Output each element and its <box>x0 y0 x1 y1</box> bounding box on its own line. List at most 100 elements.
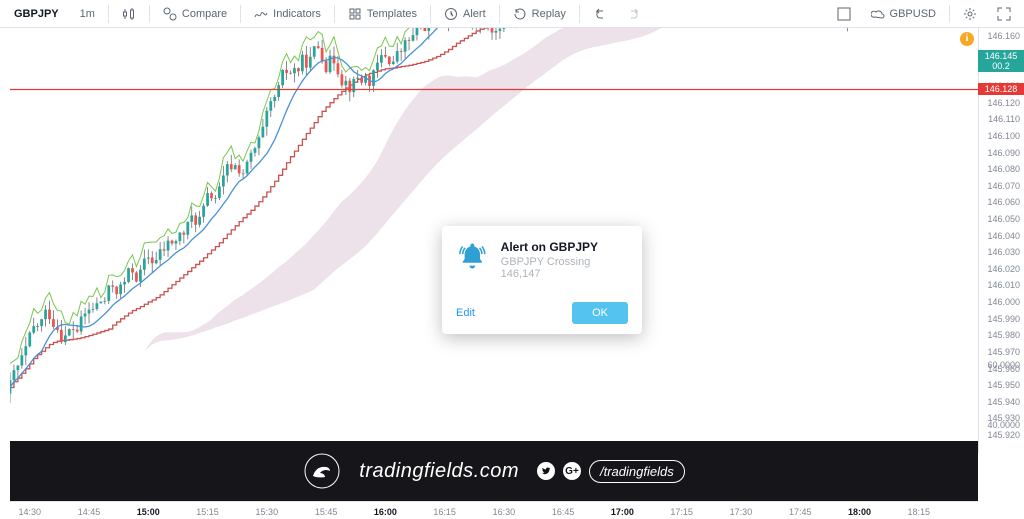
gplus-icon: G+ <box>563 462 581 480</box>
symbol-label[interactable]: GBPJPY <box>4 8 69 20</box>
alert-subtitle: GBPJPY Crossing 146,147 <box>501 256 628 280</box>
y-tick: 146.060 <box>987 197 1020 207</box>
separator <box>240 5 241 23</box>
templates-label: Templates <box>367 8 417 20</box>
undo-button[interactable] <box>584 1 616 27</box>
alert-icon <box>444 7 458 21</box>
social-pill: G+ /tradingfields <box>537 460 685 483</box>
compare-icon <box>163 7 177 21</box>
y-tick: 146.090 <box>987 148 1020 158</box>
interval-label: 1m <box>80 8 95 20</box>
replay-icon <box>513 7 527 21</box>
alert-edit-button[interactable]: Edit <box>456 307 475 319</box>
alert-dialog: Alert on GBPJPY GBPJPY Crossing 146,147 … <box>442 226 642 334</box>
twitter-icon <box>537 462 555 480</box>
osc-scale: 60.0000 <box>987 360 1020 370</box>
info-badge[interactable]: i <box>960 32 974 46</box>
cloud-icon <box>871 7 885 21</box>
redo-button[interactable] <box>618 1 650 27</box>
replay-label: Replay <box>532 8 566 20</box>
y-tick: 145.940 <box>987 397 1020 407</box>
fullscreen-button[interactable] <box>988 1 1020 27</box>
compare-label: Compare <box>182 8 227 20</box>
interval-button[interactable]: 1m <box>71 1 104 27</box>
y-tick: 146.000 <box>987 297 1020 307</box>
settings-button[interactable] <box>954 1 986 27</box>
separator <box>949 5 950 23</box>
x-tick: 17:30 <box>730 507 753 517</box>
separator <box>579 5 580 23</box>
x-tick: 14:30 <box>18 507 41 517</box>
top-toolbar: GBPJPY 1m Compare Indicators Templates A… <box>0 0 1024 28</box>
y-tick: 146.100 <box>987 131 1020 141</box>
y-tick: 146.040 <box>987 231 1020 241</box>
bell-icon <box>456 240 489 274</box>
x-tick: 15:30 <box>256 507 279 517</box>
indicators-icon <box>254 7 268 21</box>
time-axis[interactable]: 14:3014:4515:0015:1515:3015:4516:0016:15… <box>10 501 978 519</box>
x-tick: 16:00 <box>374 507 397 517</box>
undo-icon <box>593 7 607 21</box>
x-tick: 17:00 <box>611 507 634 517</box>
indicators-label: Indicators <box>273 8 321 20</box>
y-tick: 145.990 <box>987 314 1020 324</box>
chart-area[interactable]: i 145.920145.930145.940145.950145.960145… <box>10 28 1024 519</box>
y-tick: 145.980 <box>987 330 1020 340</box>
y-tick: 145.950 <box>987 380 1020 390</box>
handle-text: /tradingfields <box>600 464 674 479</box>
layout-button[interactable] <box>828 1 860 27</box>
replay-button[interactable]: Replay <box>504 1 575 27</box>
separator <box>149 5 150 23</box>
candles-icon <box>122 7 136 21</box>
y-tick: 146.110 <box>988 114 1020 124</box>
templates-button[interactable]: Templates <box>339 1 426 27</box>
x-tick: 15:15 <box>196 507 219 517</box>
last-price-badge: 146.14500.2 <box>978 50 1024 72</box>
handle-pill: /tradingfields <box>589 460 685 483</box>
osc-scale: 40.0000 <box>987 420 1020 430</box>
indicators-button[interactable]: Indicators <box>245 1 330 27</box>
y-tick: 146.070 <box>987 181 1020 191</box>
templates-icon <box>348 7 362 21</box>
y-tick: 146.080 <box>987 164 1020 174</box>
x-tick: 15:00 <box>137 507 160 517</box>
y-tick: 145.970 <box>987 347 1020 357</box>
x-tick: 18:15 <box>907 507 930 517</box>
toolbar-right: GBPUSD <box>828 1 1020 27</box>
x-tick: 15:45 <box>315 507 338 517</box>
price-axis[interactable]: 145.920145.930145.940145.950145.960145.9… <box>978 28 1024 453</box>
alert-ok-button[interactable]: OK <box>572 302 628 324</box>
x-tick: 18:00 <box>848 507 871 517</box>
y-tick: 146.120 <box>987 98 1020 108</box>
x-tick: 17:45 <box>789 507 812 517</box>
separator <box>334 5 335 23</box>
candles-button[interactable] <box>113 1 145 27</box>
redo-icon <box>627 7 641 21</box>
x-tick: 16:30 <box>493 507 516 517</box>
layout-icon <box>837 7 851 21</box>
alert-price-badge: 146.128 <box>978 83 1024 95</box>
cloud-pair[interactable]: GBPUSD <box>862 1 945 27</box>
y-tick: 146.050 <box>987 214 1020 224</box>
alert-title: Alert on GBPJPY <box>501 240 628 254</box>
y-tick: 146.020 <box>987 264 1020 274</box>
y-tick: 146.030 <box>987 247 1020 257</box>
y-tick: 146.010 <box>987 280 1020 290</box>
compare-button[interactable]: Compare <box>154 1 236 27</box>
cloud-pair-label: GBPUSD <box>890 8 936 20</box>
brand-logo-icon <box>303 452 341 490</box>
gear-icon <box>963 7 977 21</box>
watermark-banner: tradingfields.com G+ /tradingfields <box>10 441 978 501</box>
x-tick: 16:15 <box>433 507 456 517</box>
separator <box>430 5 431 23</box>
alert-label: Alert <box>463 8 486 20</box>
y-tick: 146.160 <box>987 31 1020 41</box>
y-tick: 145.920 <box>987 430 1020 440</box>
x-tick: 16:45 <box>552 507 575 517</box>
alert-button[interactable]: Alert <box>435 1 495 27</box>
separator <box>499 5 500 23</box>
fullscreen-icon <box>997 7 1011 21</box>
x-tick: 17:15 <box>670 507 693 517</box>
separator <box>108 5 109 23</box>
brand-text: tradingfields.com <box>359 460 519 483</box>
